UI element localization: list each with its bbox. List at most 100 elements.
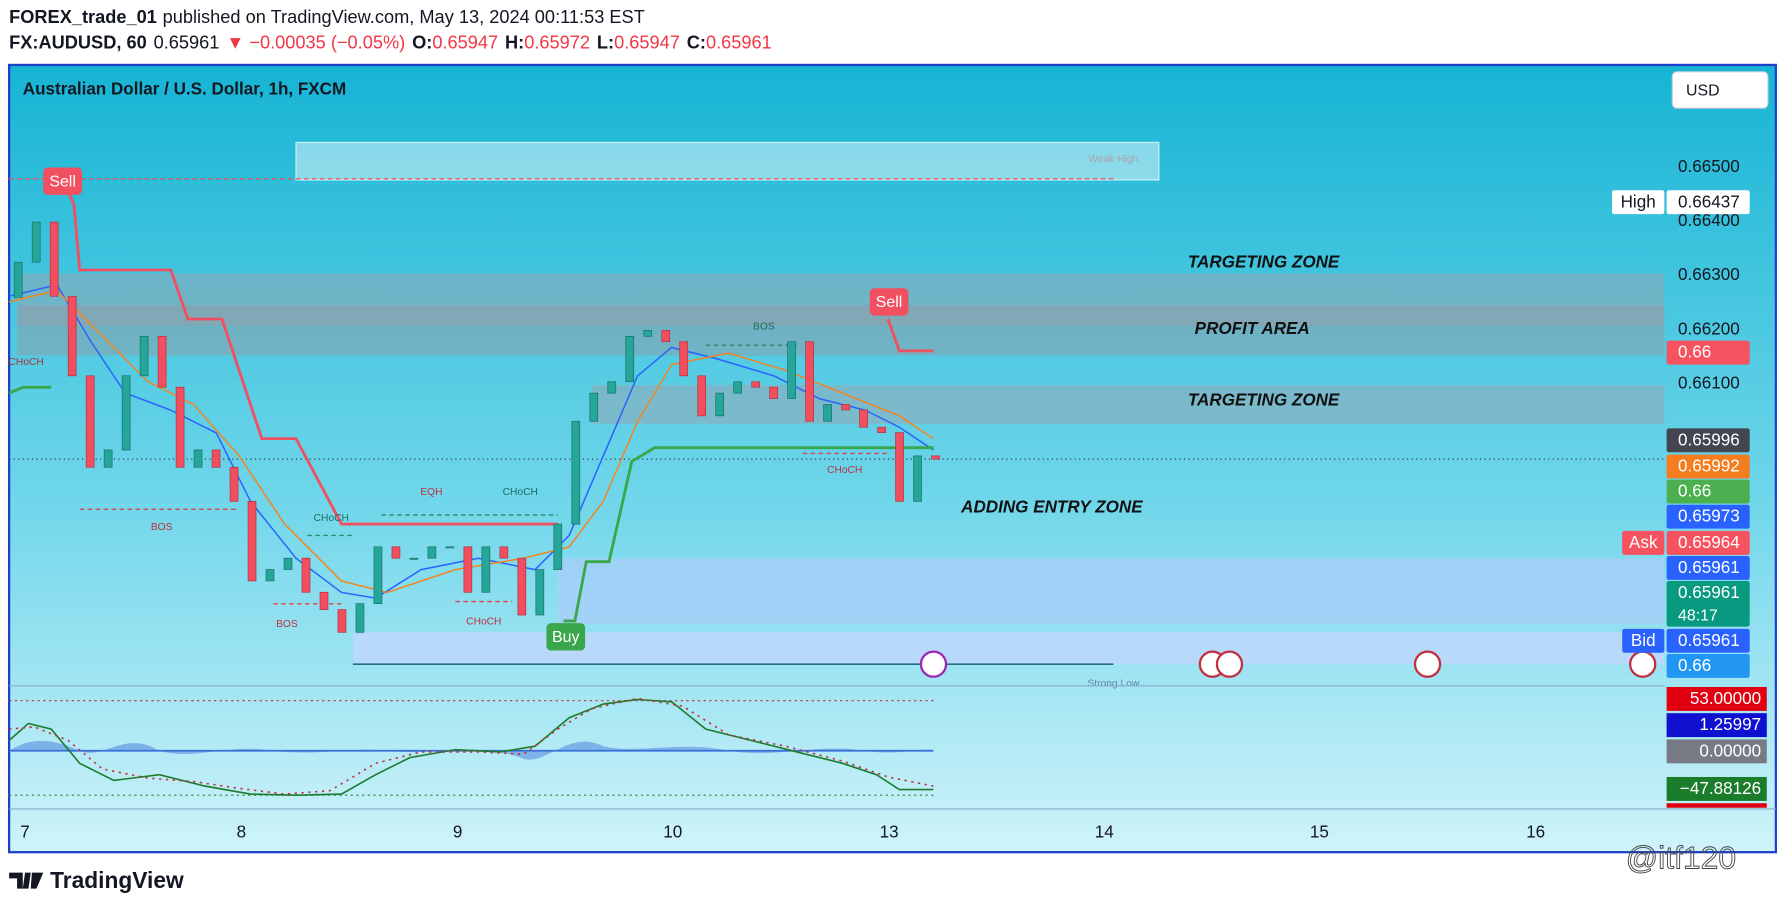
candle	[229, 466, 239, 502]
ohlc-value: 0.65947	[614, 32, 680, 52]
candle	[643, 330, 653, 337]
annotation: CHoCH	[9, 357, 44, 368]
annotation: Strong Low	[1087, 678, 1139, 689]
currency-label: USD	[1686, 82, 1720, 99]
candle	[661, 330, 671, 343]
candle	[31, 221, 41, 263]
chart-frame	[7, 63, 1778, 854]
time-tick-label: 10	[663, 822, 682, 841]
price-tag-value: 0.66	[1678, 482, 1711, 501]
author: FOREX_trade_01	[9, 7, 157, 27]
oscillator-tag-value: −47.88126	[1680, 779, 1761, 798]
price-tag-value: 0.65961	[1678, 631, 1740, 650]
candle	[373, 546, 383, 604]
time-tick-label: 14	[1095, 822, 1114, 841]
brand: TradingView	[50, 867, 184, 893]
candle	[49, 221, 59, 297]
currency-button	[1671, 71, 1769, 109]
candle	[355, 603, 365, 633]
annotation: CHoCH	[827, 465, 862, 476]
candle	[571, 420, 581, 525]
ohlc-label: L:	[597, 32, 614, 52]
zone	[17, 305, 1665, 356]
event-icon	[1215, 650, 1244, 678]
annotation: EQH	[420, 487, 442, 498]
price-tick-label: 0.66100	[1678, 373, 1740, 392]
price-tag-value: 0.65992	[1678, 457, 1740, 476]
price-tag	[1666, 190, 1750, 215]
price-tag-label: High	[1621, 192, 1656, 211]
price-tag-value: 0.66437	[1678, 192, 1740, 211]
ohlc-label: C:	[687, 32, 706, 52]
price-tag	[1666, 628, 1750, 653]
candle	[607, 381, 617, 394]
price-tag	[1666, 581, 1750, 627]
ohlc-value: 0.65972	[524, 32, 590, 52]
candle	[157, 335, 167, 388]
oscillator-tag	[1666, 776, 1767, 801]
candle	[481, 546, 491, 593]
countdown: 48:17	[1678, 608, 1718, 625]
price-tag-label: Bid	[1631, 631, 1656, 650]
zone-label: ADDING ENTRY ZONE	[960, 498, 1143, 517]
candle	[337, 609, 347, 633]
price-tag-value: 0.65961	[1678, 558, 1740, 577]
supertrend-up	[563, 446, 934, 623]
candle	[445, 546, 455, 549]
candle	[625, 335, 635, 383]
chart-title: Australian Dollar / U.S. Dollar, 1h, FXC…	[23, 80, 346, 99]
annotation: BOS	[753, 322, 775, 333]
price-tick-label: 0.66400	[1678, 211, 1740, 230]
candle	[751, 381, 760, 388]
candle	[499, 546, 509, 559]
price-tag-label-bg	[1611, 190, 1665, 215]
candle	[859, 409, 868, 428]
price-tag-value: 0.65973	[1678, 507, 1740, 526]
candle	[931, 455, 940, 460]
candle	[913, 455, 922, 502]
price-tag-value: 0.65964	[1678, 533, 1740, 552]
oscillator-tag-value: 53.00000	[1690, 689, 1761, 708]
oscillator-tag	[1666, 713, 1767, 738]
signal-badge	[546, 623, 586, 651]
signal-badge	[43, 167, 82, 195]
zone	[17, 273, 1665, 326]
candle	[211, 449, 221, 468]
candle	[175, 386, 185, 468]
candle	[319, 591, 329, 610]
header-line: FOREX_trade_01 published on TradingView.c…	[9, 7, 645, 27]
osc-line	[8, 698, 934, 797]
price-tag	[1666, 479, 1750, 504]
candle	[589, 392, 599, 422]
price-tag	[1666, 530, 1750, 555]
price-tag-value: 0.65961	[1678, 583, 1740, 602]
candle	[283, 557, 293, 570]
event-icon	[919, 650, 948, 678]
price-tag-label: Ask	[1629, 533, 1658, 552]
candle	[85, 375, 95, 468]
brand-logo	[9, 872, 44, 889]
candle	[391, 546, 401, 559]
candle	[733, 381, 743, 394]
candle	[427, 546, 437, 559]
zone-label: PROFIT AREA	[1195, 319, 1310, 338]
ohlc-label: O:	[412, 32, 432, 52]
time-tick-label: 15	[1310, 822, 1329, 841]
change: ▼ −0.00035 (−0.05%)	[226, 32, 405, 52]
time-tick-label: 13	[880, 822, 899, 841]
candle	[103, 449, 113, 468]
supertrend-down	[886, 318, 934, 353]
candle	[139, 335, 149, 377]
event-icon	[1629, 650, 1657, 678]
price-tag-value: 0.65996	[1678, 430, 1740, 449]
price-tag-label-bg	[1622, 628, 1665, 653]
candle	[517, 557, 527, 616]
candle	[193, 449, 203, 468]
time-tick-label: 7	[20, 822, 29, 841]
price-tag	[1666, 555, 1750, 580]
zone	[591, 385, 1665, 424]
oscillator-tag-value: 1.25997	[1699, 715, 1761, 734]
candle	[715, 392, 725, 417]
time-tick-label: 8	[237, 822, 246, 841]
